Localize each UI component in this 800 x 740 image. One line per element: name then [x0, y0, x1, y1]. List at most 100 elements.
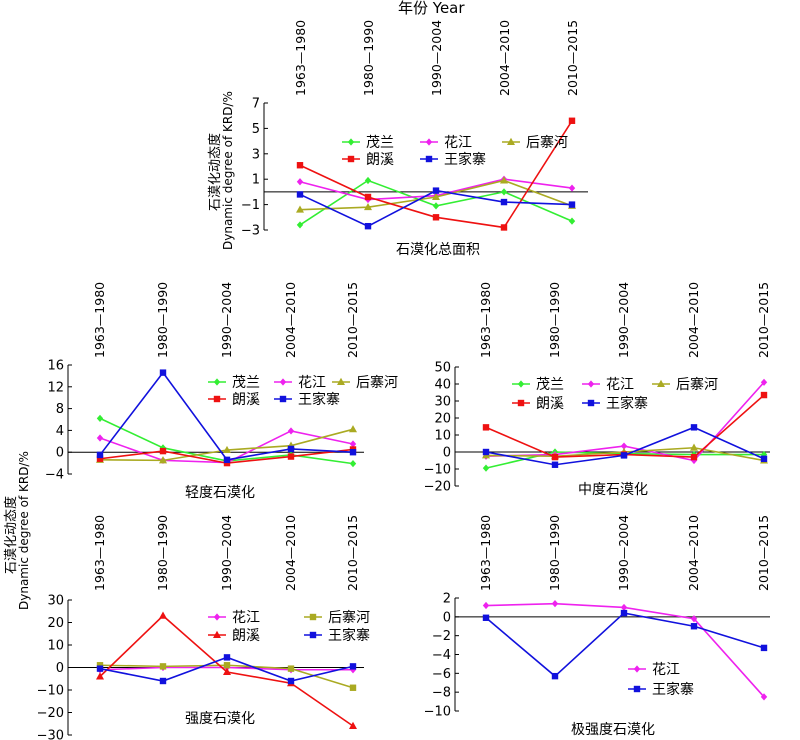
y-tick-label: −3 — [241, 224, 260, 239]
data-point-朗溪 — [159, 611, 167, 619]
legend-label: 茂兰 — [536, 376, 564, 393]
legend-swatch-marker — [347, 155, 355, 163]
legend-label: 茂兰 — [232, 374, 260, 391]
data-point-王家寨 — [349, 663, 357, 670]
data-point-王家寨 — [364, 222, 372, 230]
top-axis-label: 年份 Year — [398, 0, 465, 17]
legend-label: 王家寨 — [652, 681, 694, 698]
category-label: 1980—1990 — [547, 282, 562, 358]
chart-title: 极强度石漠化 — [571, 722, 655, 738]
data-point-茂兰 — [432, 202, 440, 210]
data-point-王家寨 — [620, 452, 628, 459]
data-point-茂兰 — [568, 217, 576, 225]
legend-label: 花江 — [298, 375, 326, 391]
data-point-朗溪 — [551, 453, 559, 461]
legend-swatch-marker — [213, 378, 221, 386]
y-tick-label: −2 — [432, 629, 451, 644]
y-tick-label: −20 — [424, 480, 451, 495]
legend-swatch-marker — [507, 137, 515, 145]
category-label: 1990—2004 — [219, 515, 234, 591]
data-point-朗溪 — [364, 193, 372, 201]
data-point-朗溪 — [432, 214, 440, 221]
legend-swatch-marker — [657, 379, 665, 387]
legend-swatch-marker — [279, 378, 287, 386]
legend-label: 王家寨 — [606, 395, 648, 412]
category-label: 2010—2015 — [565, 20, 580, 96]
data-point-王家寨 — [760, 455, 768, 462]
chart-panel-3: −20 −10 0 10 20 30 40 50 1963—1980 1980—1990 1990—… — [424, 282, 771, 498]
chart-panel-2: −4 0 4 8 12 16 1963—1980 1980—1990 1990—2004 2004… — [45, 282, 398, 501]
y-tick-label: −10 — [37, 684, 64, 699]
legend-label: 朗溪 — [232, 392, 260, 408]
legend-label: 花江 — [444, 135, 472, 151]
category-label: 1990—2004 — [219, 282, 234, 358]
chart-panel-4: −30 −20 −10 0 10 20 30 1963—1980 1980—1990 1990—2… — [37, 515, 370, 740]
data-point-后寨河 — [159, 456, 167, 464]
y-tick-label: 10 — [47, 639, 64, 654]
data-point-茂兰 — [349, 460, 357, 468]
data-point-后寨河 — [223, 445, 231, 454]
legend-swatch-marker — [347, 138, 355, 146]
y-label-en-top: Dynamic degree of KRD/% — [221, 91, 235, 250]
data-point-王家寨 — [96, 665, 104, 672]
y-tick-label: −10 — [424, 463, 451, 478]
legend-label: 朗溪 — [232, 628, 260, 644]
category-label: 2010—2015 — [756, 515, 771, 591]
category-label: 1980—1990 — [361, 20, 376, 96]
data-point-朗溪 — [223, 459, 231, 467]
category-label: 1963—1980 — [478, 515, 493, 591]
data-point-后寨河 — [364, 202, 372, 211]
category-label: 2010—2015 — [756, 282, 771, 358]
data-point-朗溪 — [159, 447, 167, 455]
data-point-王家寨 — [690, 424, 698, 431]
legend-swatch-marker — [425, 138, 433, 146]
data-point-王家寨 — [349, 449, 357, 456]
data-point-朗溪 — [223, 667, 231, 675]
category-label: 2004—2010 — [283, 515, 298, 591]
y-tick-label: −10 — [424, 705, 451, 720]
data-point-花江 — [287, 427, 295, 435]
data-point-后寨河 — [432, 192, 440, 200]
y-tick-label: 0 — [56, 661, 64, 676]
data-point-花江 — [551, 600, 559, 608]
y-tick-label: 0 — [56, 446, 64, 461]
legend-label: 花江 — [232, 610, 260, 626]
y-tick-label: 0 — [443, 610, 451, 625]
legend-swatch-marker — [633, 685, 641, 693]
legend-label: 花江 — [606, 377, 634, 393]
data-point-茂兰 — [482, 464, 490, 472]
y-tick-label: 0 — [443, 446, 451, 461]
data-point-王家寨 — [760, 644, 768, 652]
category-label: 1963—1980 — [92, 515, 107, 591]
data-point-王家寨 — [223, 654, 231, 661]
legend-swatch-marker — [425, 155, 433, 163]
y-tick-label: 1 — [252, 173, 260, 188]
category-label: 2010—2015 — [345, 282, 360, 358]
chart-panel-5: −10 −8 −6 −4 −2 0 2 1963—1980 1980—1990 1990—2004… — [424, 515, 771, 738]
data-point-茂兰 — [296, 221, 304, 229]
data-point-朗溪 — [482, 424, 490, 431]
y-tick-label: 4 — [56, 424, 64, 439]
data-point-茂兰 — [159, 444, 167, 452]
legend-label: 后寨河 — [356, 374, 398, 391]
data-point-花江 — [482, 601, 490, 610]
series-line-花江 — [485, 602, 765, 698]
y-tick-label: −6 — [432, 667, 451, 682]
data-point-后寨河 — [349, 684, 357, 691]
data-point-王家寨 — [551, 461, 559, 468]
data-point-王家寨 — [568, 201, 576, 208]
data-point-朗溪 — [96, 672, 104, 680]
data-point-后寨河 — [296, 205, 304, 213]
category-label: 1980—1990 — [547, 515, 562, 591]
data-point-茂兰 — [96, 414, 104, 423]
data-point-后寨河 — [96, 662, 104, 669]
data-point-花江 — [690, 615, 698, 623]
data-point-王家寨 — [96, 451, 104, 459]
legend-swatch-marker — [337, 377, 345, 385]
y-tick-label: 2 — [443, 592, 451, 607]
